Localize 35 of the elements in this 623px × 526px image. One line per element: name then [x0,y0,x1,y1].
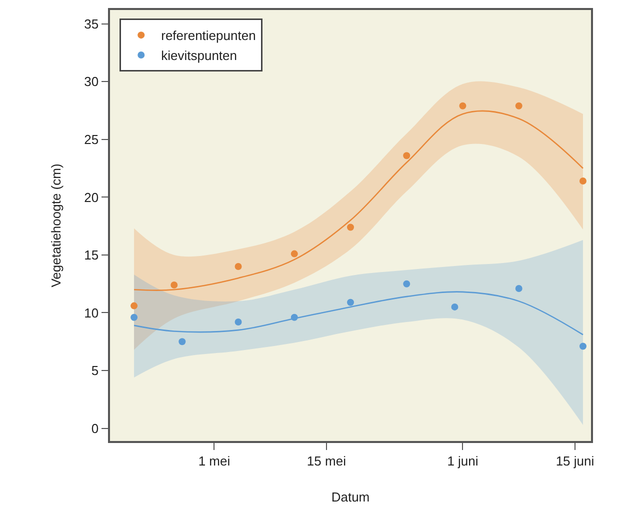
point [178,338,186,346]
y-tick-label: 35 [84,16,99,32]
y-tick-label: 30 [84,74,99,90]
point [403,280,410,288]
x-tick-label: 15 juni [556,453,594,468]
y-tick-label: 10 [84,305,99,320]
point [130,314,138,321]
point [515,284,522,292]
y-axis-title: Vegetatiehoogte (cm) [48,164,64,288]
y-tick-label: 15 [84,248,99,263]
legend-label: referentiepunten [161,28,256,44]
point [170,282,178,289]
y-tick-label: 0 [91,420,99,436]
point [347,224,354,231]
x-axis-title: Datum [331,489,370,504]
point [579,342,586,350]
point [451,303,458,310]
x-tick-label: 1 juni [447,453,478,468]
x-tick-label: 1 mei [198,453,230,468]
point [234,263,242,270]
legend-label: kievitspunten [161,48,238,64]
y-tick-label: 25 [84,132,99,147]
point [459,102,466,110]
point [515,102,522,110]
point [130,302,138,310]
line-series [133,291,584,336]
point [579,178,586,185]
x-tick-label: 15 mei [306,453,346,468]
point [290,250,298,258]
point [347,298,354,306]
point [403,152,410,160]
y-tick-label: 5 [91,363,99,378]
y-tick-label: 20 [84,190,99,205]
point [234,318,242,326]
point [290,314,298,321]
